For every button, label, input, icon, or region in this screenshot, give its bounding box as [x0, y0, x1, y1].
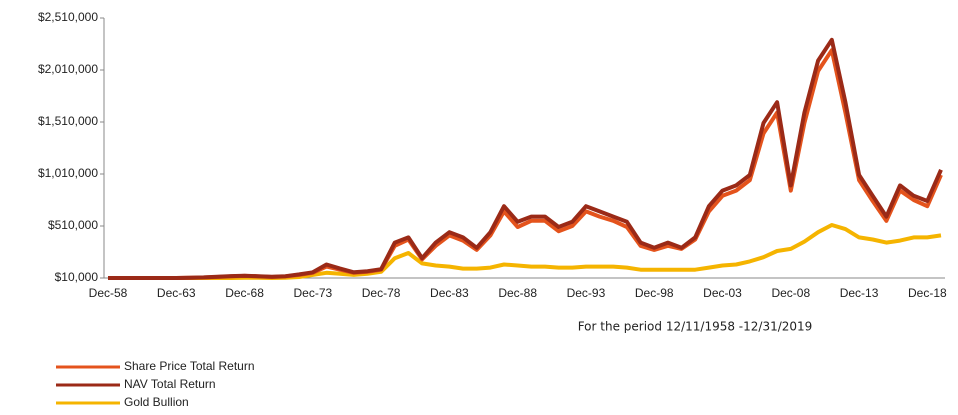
footnote: For the period 12/11/1958 -12/31/2019 — [578, 320, 813, 334]
x-tick-label: Dec-73 — [293, 286, 332, 300]
x-tick-label: Dec-08 — [771, 286, 810, 300]
y-tick-label: $2,510,000 — [38, 10, 98, 24]
legend-label: NAV Total Return — [124, 377, 216, 391]
x-tick-label: Dec-98 — [635, 286, 674, 300]
x-tick-label: Dec-68 — [225, 286, 264, 300]
legend-label: Share Price Total Return — [124, 359, 255, 373]
x-tick-label: Dec-78 — [362, 286, 401, 300]
y-tick-label: $510,000 — [48, 218, 98, 232]
series-line — [108, 48, 943, 280]
x-tick-label: Dec-63 — [157, 286, 196, 300]
y-tick-label: $10,000 — [55, 270, 99, 284]
x-tick-label: Dec-83 — [430, 286, 469, 300]
y-tick-label: $1,010,000 — [38, 166, 98, 180]
x-tick-label: Dec-88 — [498, 286, 537, 300]
series-line — [108, 223, 942, 280]
x-tick-label: Dec-13 — [840, 286, 879, 300]
x-tick-label: Dec-93 — [567, 286, 606, 300]
y-tick-label: $1,510,000 — [38, 114, 98, 128]
legend-label: Gold Bullion — [124, 395, 189, 409]
x-tick-label: Dec-18 — [908, 286, 947, 300]
y-tick-label: $2,010,000 — [38, 62, 98, 76]
x-tick-label: Dec-58 — [89, 286, 128, 300]
x-tick-label: Dec-03 — [703, 286, 742, 300]
series-line — [108, 37, 943, 280]
